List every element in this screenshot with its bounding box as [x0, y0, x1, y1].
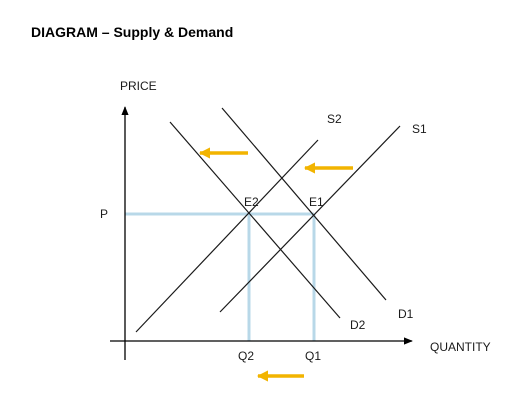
supply-s1-label: S1	[412, 122, 427, 136]
diagram-title: DIAGRAM – Supply & Demand	[31, 24, 234, 40]
supply-curve-s2	[135, 139, 319, 333]
demand-d2-label: D2	[350, 318, 366, 332]
supply-s2-label: S2	[327, 112, 342, 126]
equilibrium-e1-label: E1	[309, 195, 324, 209]
price-axis-label: PRICE	[120, 79, 157, 93]
demand-curve-d1	[221, 107, 387, 301]
supply-curve-s1	[219, 125, 401, 313]
demand-d1-label: D1	[398, 307, 414, 321]
equilibrium-e2-label: E2	[244, 195, 259, 209]
price-label: P	[100, 207, 108, 221]
quantity-axis-label: QUANTITY	[430, 340, 491, 354]
demand-curve-d2	[169, 121, 341, 319]
q1-label: Q1	[305, 349, 321, 363]
q2-label: Q2	[238, 349, 254, 363]
